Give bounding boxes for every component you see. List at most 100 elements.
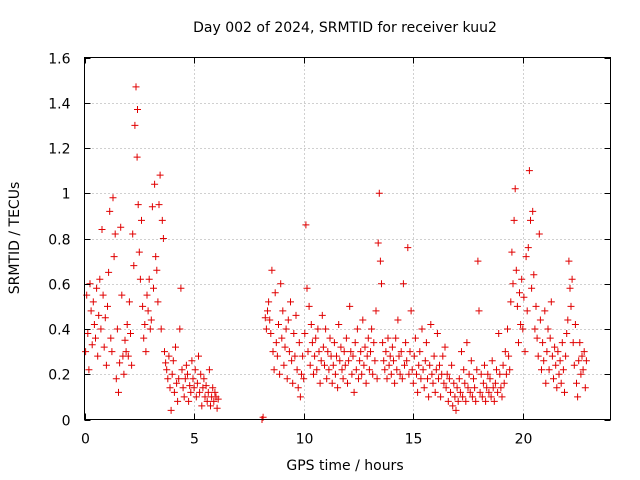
data-point xyxy=(304,348,312,356)
data-point xyxy=(344,379,351,387)
data-point xyxy=(293,366,301,374)
data-point xyxy=(540,357,548,365)
data-point xyxy=(473,366,481,374)
data-point xyxy=(517,321,525,328)
data-point xyxy=(190,384,198,392)
data-point xyxy=(527,216,534,224)
data-point xyxy=(474,257,482,265)
grid xyxy=(84,57,611,420)
data-point xyxy=(192,393,200,401)
data-point xyxy=(299,352,307,360)
data-point xyxy=(177,284,185,292)
data-point xyxy=(288,357,296,365)
data-point xyxy=(145,275,153,283)
data-point xyxy=(355,375,362,383)
x-tick-labels: 0 5 10 15 20 xyxy=(81,432,532,448)
data-point xyxy=(510,216,518,224)
plot-frame xyxy=(84,57,611,420)
data-point xyxy=(380,357,388,365)
data-point xyxy=(85,366,93,374)
data-point xyxy=(331,370,339,378)
data-point xyxy=(213,404,221,412)
data-point xyxy=(265,298,273,306)
data-point xyxy=(465,370,473,378)
data-point xyxy=(325,366,333,374)
data-point xyxy=(392,334,400,342)
data-point xyxy=(408,366,416,374)
data-point xyxy=(178,366,186,374)
data-point xyxy=(461,379,469,387)
data-point xyxy=(318,311,326,319)
data-point xyxy=(313,366,321,374)
data-point xyxy=(120,370,128,378)
data-point xyxy=(349,352,357,360)
data-point xyxy=(205,366,213,374)
data-point xyxy=(345,357,353,365)
data-point xyxy=(163,366,171,374)
data-point xyxy=(463,339,471,347)
data-point xyxy=(276,370,284,378)
y-tick-label: 0.8 xyxy=(48,233,70,249)
data-point xyxy=(131,121,139,129)
data-point xyxy=(161,348,168,356)
data-point xyxy=(447,388,454,396)
data-point xyxy=(209,384,217,392)
data-point xyxy=(417,375,425,383)
data-point xyxy=(420,384,428,392)
y-tick-label: 0.2 xyxy=(48,368,70,384)
data-point xyxy=(367,348,374,356)
data-point xyxy=(356,357,364,365)
data-point xyxy=(117,223,125,231)
data-point xyxy=(193,379,201,387)
data-point xyxy=(448,361,456,369)
data-point xyxy=(499,361,507,369)
data-point xyxy=(165,352,173,360)
data-point xyxy=(335,321,343,328)
data-point xyxy=(155,201,163,209)
data-point xyxy=(519,325,527,333)
data-point xyxy=(430,352,438,360)
data-point xyxy=(467,357,475,365)
data-point xyxy=(547,298,555,306)
data-point xyxy=(393,366,401,374)
data-point xyxy=(570,361,578,369)
data-point xyxy=(443,370,451,378)
data-point xyxy=(261,314,269,322)
data-point xyxy=(432,366,440,374)
data-point xyxy=(581,384,589,392)
data-point xyxy=(277,280,285,288)
data-point xyxy=(558,339,566,347)
data-point xyxy=(322,325,330,333)
data-point xyxy=(387,370,395,378)
data-point xyxy=(536,316,544,324)
data-point xyxy=(559,366,567,374)
data-point xyxy=(500,379,508,387)
data-point xyxy=(109,194,117,202)
data-point xyxy=(539,339,547,347)
data-point xyxy=(421,357,429,365)
data-point xyxy=(268,266,276,274)
data-point xyxy=(371,357,379,365)
data-point xyxy=(382,348,390,356)
data-point xyxy=(497,384,505,392)
data-point xyxy=(153,266,161,274)
data-point xyxy=(390,357,397,365)
data-point xyxy=(134,106,141,113)
data-point xyxy=(100,343,108,351)
data-point xyxy=(350,388,358,396)
data-point xyxy=(302,221,310,229)
data-point xyxy=(440,379,448,387)
data-point xyxy=(346,302,354,310)
data-point xyxy=(456,388,464,396)
data-point xyxy=(301,330,309,337)
data-point xyxy=(453,384,461,392)
data-point xyxy=(516,289,523,297)
data-point xyxy=(494,388,502,396)
data-point xyxy=(303,284,311,292)
data-point xyxy=(482,397,490,405)
data-point xyxy=(524,244,532,252)
data-point xyxy=(352,366,360,374)
data-point xyxy=(284,316,292,324)
data-point xyxy=(451,393,459,401)
x-tick-label: 0 xyxy=(81,432,90,448)
